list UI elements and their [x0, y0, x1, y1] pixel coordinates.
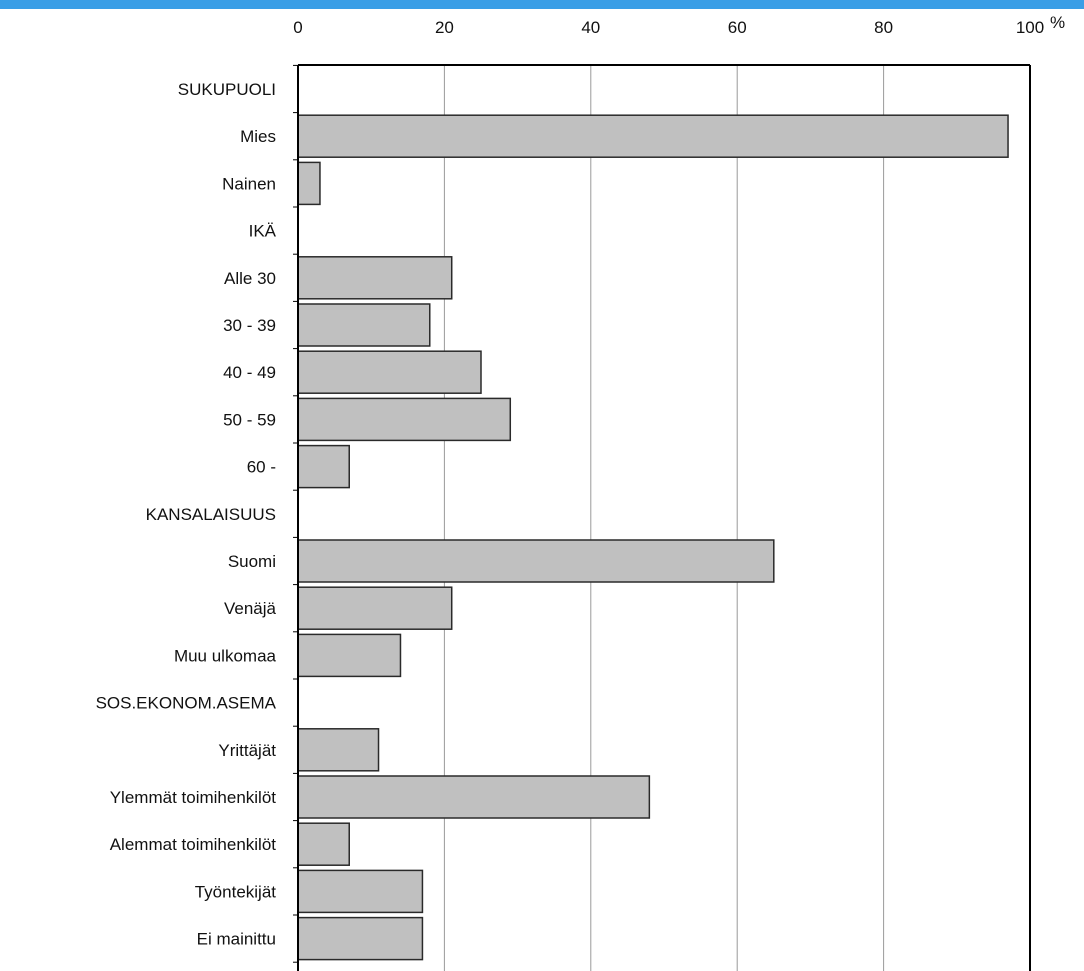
- bar-ylemmät-toimihenkilöt: [297, 775, 651, 819]
- category-label: Yrittäjät: [218, 741, 276, 760]
- category-label: Työntekijät: [195, 882, 277, 901]
- bar-alle-30: [297, 256, 453, 300]
- x-tick-label: 80: [874, 18, 893, 37]
- category-labels: SUKUPUOLI Mies Nainen IKÄ Alle 30 30 - 39 40 -…: [96, 80, 277, 949]
- category-label: Ei mainittu: [197, 930, 276, 949]
- bars: [297, 114, 1009, 961]
- bar-työntekijät: [297, 869, 424, 914]
- bar-50-59: [297, 397, 512, 442]
- x-tick-label: 40: [581, 18, 600, 37]
- category-label: Venäjä: [224, 599, 277, 618]
- bar-alemmat-toimihenkilöt: [297, 822, 350, 866]
- x-tick-label: 100: [1016, 18, 1044, 37]
- bar-30-39: [297, 303, 431, 347]
- bar-40-49: [297, 350, 482, 394]
- gridlines: [443, 65, 885, 971]
- category-label: 60 -: [247, 458, 276, 477]
- category-label: 30 - 39: [223, 316, 276, 335]
- category-label: 40 - 49: [223, 363, 276, 382]
- bar-muu-ulkomaa: [297, 633, 402, 678]
- category-label: Alemmat toimihenkilöt: [110, 835, 277, 854]
- category-label: Muu ulkomaa: [174, 646, 277, 665]
- category-label: Alle 30: [224, 269, 276, 288]
- category-label: SOS.EKONOM.ASEMA: [96, 694, 277, 713]
- top-accent-strip: [0, 0, 1084, 9]
- category-label: Mies: [240, 127, 276, 146]
- category-label: SUKUPUOLI: [178, 80, 276, 99]
- bar-60-: [297, 444, 350, 489]
- x-tick-label: 0: [293, 18, 302, 37]
- category-label: Suomi: [228, 552, 276, 571]
- category-label: Ylemmät toimihenkilöt: [110, 788, 277, 807]
- x-tick-label: 20: [435, 18, 454, 37]
- x-tick-label: 60: [728, 18, 747, 37]
- axes: [293, 64, 1031, 971]
- bar-yrittäjät: [297, 728, 380, 772]
- category-label: 50 - 59: [223, 410, 276, 429]
- category-label: IKÄ: [249, 222, 277, 241]
- x-unit-label: %: [1050, 13, 1065, 32]
- bar-suomi: [297, 539, 775, 583]
- bar-ei-mainittu: [297, 916, 424, 961]
- bar-nainen: [297, 161, 321, 206]
- x-tick-labels: 0 20 40 60 80 100: [293, 18, 1044, 37]
- bar-venäjä: [297, 586, 453, 630]
- bar-mies: [297, 114, 1009, 158]
- category-label: Nainen: [222, 174, 276, 193]
- category-label: KANSALAISUUS: [146, 505, 276, 524]
